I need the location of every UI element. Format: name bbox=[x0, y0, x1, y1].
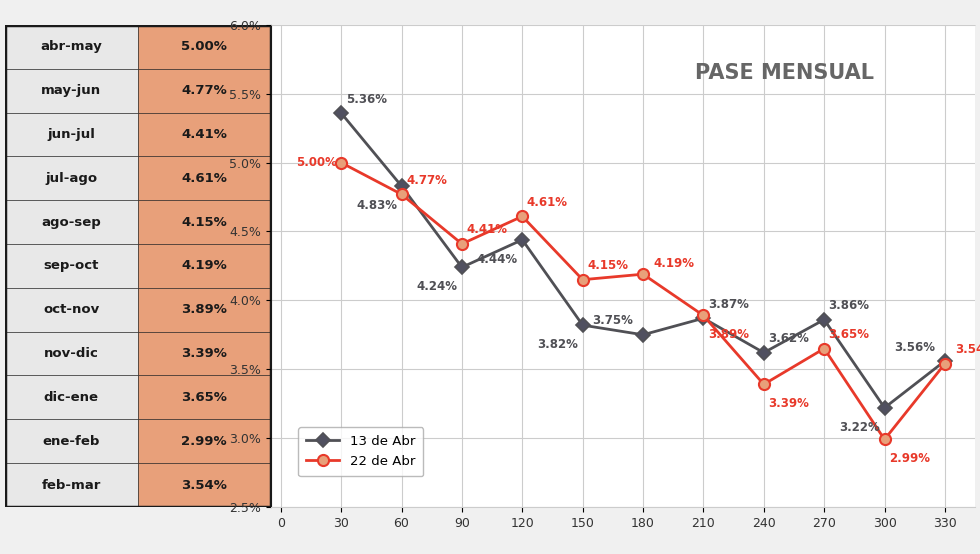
Text: 3.22%: 3.22% bbox=[839, 420, 880, 434]
22 de Abr bbox=[335, 160, 347, 166]
22 de Abr bbox=[879, 436, 891, 443]
13 de Abr bbox=[698, 315, 710, 321]
FancyBboxPatch shape bbox=[5, 112, 138, 156]
Text: oct-nov: oct-nov bbox=[43, 303, 100, 316]
22 de Abr bbox=[637, 271, 649, 278]
13 de Abr bbox=[758, 350, 769, 356]
Text: ene-feb: ene-feb bbox=[43, 435, 100, 448]
Text: 4.61%: 4.61% bbox=[527, 196, 567, 209]
FancyBboxPatch shape bbox=[138, 376, 270, 419]
Text: 5.00%: 5.00% bbox=[296, 156, 336, 169]
Text: 4.15%: 4.15% bbox=[587, 259, 628, 273]
Text: 4.44%: 4.44% bbox=[476, 253, 517, 266]
22 de Abr bbox=[456, 240, 467, 247]
FancyBboxPatch shape bbox=[5, 419, 138, 463]
Text: ago-sep: ago-sep bbox=[41, 216, 101, 229]
Text: 4.77%: 4.77% bbox=[181, 84, 227, 97]
22 de Abr bbox=[939, 360, 951, 367]
Text: 5.00%: 5.00% bbox=[181, 40, 227, 53]
Text: 3.54%: 3.54% bbox=[955, 343, 980, 356]
13 de Abr bbox=[577, 322, 589, 329]
Text: 3.56%: 3.56% bbox=[894, 341, 935, 353]
13 de Abr bbox=[396, 183, 408, 189]
13 de Abr bbox=[879, 404, 891, 411]
22 de Abr bbox=[396, 191, 408, 198]
22 de Abr bbox=[698, 312, 710, 319]
13 de Abr bbox=[516, 237, 528, 243]
FancyBboxPatch shape bbox=[138, 25, 270, 69]
22 de Abr bbox=[577, 276, 589, 283]
FancyBboxPatch shape bbox=[5, 288, 138, 332]
Text: 3.86%: 3.86% bbox=[829, 299, 869, 312]
FancyBboxPatch shape bbox=[138, 419, 270, 463]
Text: 3.39%: 3.39% bbox=[181, 347, 227, 360]
13 de Abr bbox=[939, 358, 951, 365]
Text: sep-oct: sep-oct bbox=[44, 259, 99, 273]
22 de Abr bbox=[758, 381, 769, 388]
Text: jul-ago: jul-ago bbox=[45, 172, 97, 185]
Text: PASE MENSUAL: PASE MENSUAL bbox=[696, 63, 874, 83]
Text: 4.41%: 4.41% bbox=[466, 223, 508, 237]
13 de Abr bbox=[335, 110, 347, 116]
Text: 3.82%: 3.82% bbox=[537, 338, 578, 351]
Text: 2.99%: 2.99% bbox=[181, 435, 227, 448]
FancyBboxPatch shape bbox=[5, 69, 138, 112]
Text: 2.99%: 2.99% bbox=[889, 453, 930, 465]
Text: 4.83%: 4.83% bbox=[356, 199, 397, 212]
Text: 3.87%: 3.87% bbox=[708, 298, 749, 311]
Text: 4.61%: 4.61% bbox=[181, 172, 227, 185]
Text: 3.54%: 3.54% bbox=[181, 479, 227, 491]
FancyBboxPatch shape bbox=[5, 156, 138, 200]
Legend: 13 de Abr, 22 de Abr: 13 de Abr, 22 de Abr bbox=[299, 427, 423, 476]
Text: nov-dic: nov-dic bbox=[44, 347, 99, 360]
13 de Abr bbox=[818, 316, 830, 323]
Text: 3.62%: 3.62% bbox=[768, 332, 809, 345]
FancyBboxPatch shape bbox=[5, 332, 138, 376]
FancyBboxPatch shape bbox=[5, 25, 138, 69]
FancyBboxPatch shape bbox=[138, 244, 270, 288]
Text: feb-mar: feb-mar bbox=[42, 479, 101, 491]
FancyBboxPatch shape bbox=[138, 200, 270, 244]
FancyBboxPatch shape bbox=[138, 156, 270, 200]
13 de Abr bbox=[637, 331, 649, 338]
FancyBboxPatch shape bbox=[5, 376, 138, 419]
Text: 3.39%: 3.39% bbox=[768, 397, 809, 411]
22 de Abr bbox=[818, 345, 830, 352]
Text: 4.19%: 4.19% bbox=[653, 257, 694, 270]
Line: 22 de Abr: 22 de Abr bbox=[335, 157, 951, 445]
Text: 3.89%: 3.89% bbox=[708, 329, 749, 341]
Text: 4.19%: 4.19% bbox=[181, 259, 227, 273]
Line: 13 de Abr: 13 de Abr bbox=[336, 108, 950, 413]
22 de Abr bbox=[516, 213, 528, 220]
Text: abr-may: abr-may bbox=[40, 40, 102, 53]
Text: 3.89%: 3.89% bbox=[181, 303, 227, 316]
Text: 4.15%: 4.15% bbox=[181, 216, 227, 229]
Text: dic-ene: dic-ene bbox=[44, 391, 99, 404]
FancyBboxPatch shape bbox=[5, 244, 138, 288]
FancyBboxPatch shape bbox=[5, 200, 138, 244]
Text: 4.24%: 4.24% bbox=[416, 280, 458, 293]
Text: 4.77%: 4.77% bbox=[406, 174, 447, 187]
FancyBboxPatch shape bbox=[138, 332, 270, 376]
FancyBboxPatch shape bbox=[138, 69, 270, 112]
13 de Abr bbox=[456, 264, 467, 270]
Text: 3.75%: 3.75% bbox=[592, 314, 633, 327]
FancyBboxPatch shape bbox=[138, 112, 270, 156]
Text: 3.65%: 3.65% bbox=[181, 391, 227, 404]
FancyBboxPatch shape bbox=[5, 463, 138, 507]
FancyBboxPatch shape bbox=[138, 463, 270, 507]
Text: jun-jul: jun-jul bbox=[47, 128, 95, 141]
Text: may-jun: may-jun bbox=[41, 84, 101, 97]
Text: 3.65%: 3.65% bbox=[829, 328, 869, 341]
Text: 5.36%: 5.36% bbox=[346, 93, 387, 106]
Text: 4.41%: 4.41% bbox=[181, 128, 227, 141]
FancyBboxPatch shape bbox=[138, 288, 270, 332]
